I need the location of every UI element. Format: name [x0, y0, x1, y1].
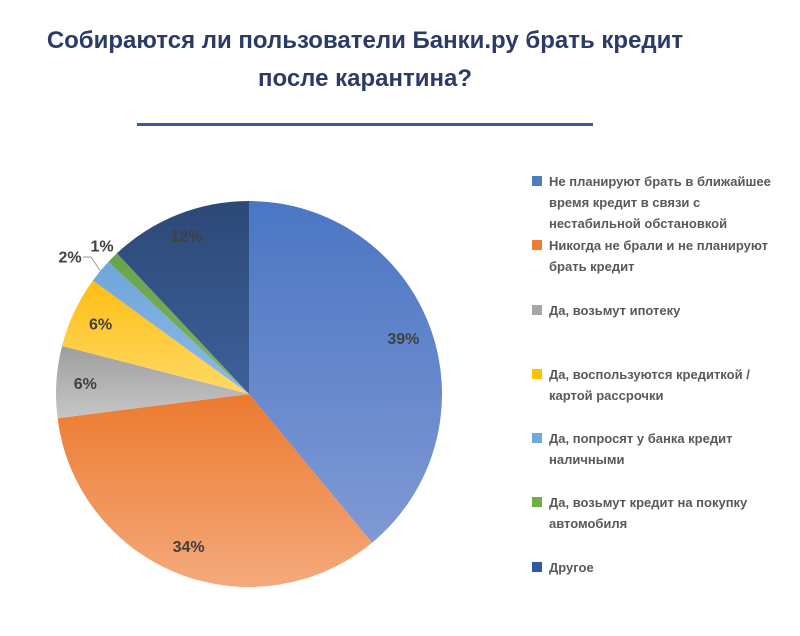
pie-slice-7	[116, 201, 249, 394]
pie-label-6: 1%	[90, 239, 113, 256]
pie-slice-3	[55, 346, 249, 419]
pie-slice-4	[62, 280, 250, 394]
pie-slice-1	[249, 201, 442, 543]
pie-label-7: 12%	[170, 229, 202, 246]
pie-label-1: 39%	[387, 331, 419, 348]
title-underline	[137, 123, 593, 126]
legend-marker-icon	[532, 561, 542, 572]
legend-item-2: Никогда не брали и не планируют брать кр…	[532, 235, 784, 299]
pie-label-4: 6%	[89, 317, 112, 334]
legend: Не планируют брать в ближайшее время кре…	[532, 171, 784, 621]
legend-label: Да, возьмут кредит на покупку автомобиля	[549, 495, 748, 532]
legend-item-1: Не планируют брать в ближайшее время кре…	[532, 171, 784, 235]
legend-item-3: Да, возьмут ипотеку	[532, 300, 784, 364]
legend-label: Не планируют брать в ближайшее время кре…	[549, 174, 771, 231]
legend-label: Да, возьмут ипотеку	[549, 302, 681, 318]
legend-marker-icon	[532, 176, 542, 186]
legend-label: Да, воспользуются кредиткой / картой рас…	[549, 366, 750, 403]
legend-marker-icon	[532, 240, 542, 251]
legend-marker-icon	[532, 433, 542, 444]
pie-slice-2	[57, 394, 373, 588]
legend-item-4: Да, воспользуются кредиткой / картой рас…	[532, 364, 784, 428]
legend-item-7: Другое	[532, 557, 784, 621]
legend-label: Другое	[549, 559, 594, 575]
pie-slice-5	[92, 261, 249, 394]
leader-line	[83, 256, 101, 272]
pie-slice-6	[108, 253, 249, 394]
pie-label-5: 2%	[58, 250, 81, 267]
pie-label-2: 34%	[173, 539, 205, 556]
pie-label-3: 6%	[74, 376, 97, 393]
legend-marker-icon	[532, 304, 542, 315]
legend-item-6: Да, возьмут кредит на покупку автомобиля	[532, 492, 784, 556]
legend-item-5: Да, попросят у банка кредит наличными	[532, 428, 784, 492]
legend-marker-icon	[532, 497, 542, 508]
legend-marker-icon	[532, 368, 542, 379]
legend-label: Никогда не брали и не планируют брать кр…	[549, 238, 769, 275]
legend-label: Да, попросят у банка кредит наличными	[549, 431, 733, 468]
chart-title: Собираются ли пользователи Банки.ру брат…	[46, 27, 684, 92]
